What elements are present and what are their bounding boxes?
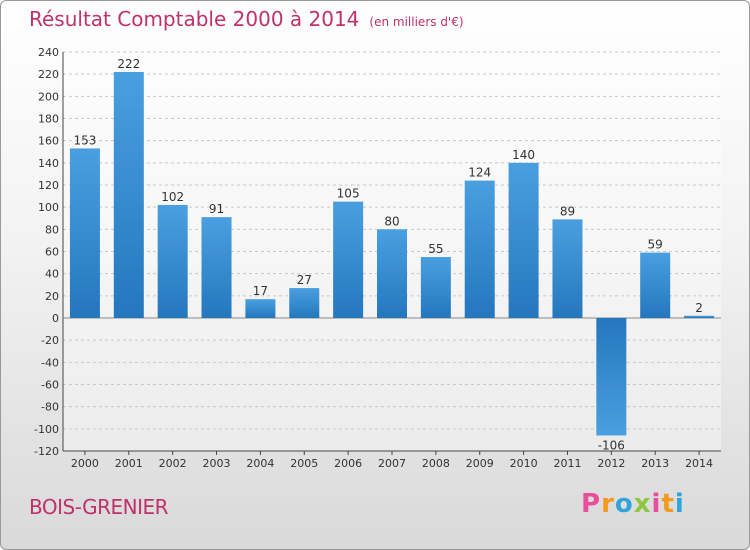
bar [113, 71, 144, 318]
bar [420, 257, 451, 318]
x-tick-label: 2000 [71, 457, 99, 470]
logo-letter: P [581, 489, 602, 519]
chart-title-text: Résultat Comptable 2000 à 2014 [29, 7, 360, 31]
bar [596, 318, 627, 436]
proxiti-logo: Proxiti [581, 489, 685, 519]
y-tick-label: 120 [38, 179, 59, 192]
bar [377, 229, 407, 318]
bar [201, 217, 232, 318]
y-tick-label: -20 [41, 334, 59, 347]
logo-letter: o [614, 489, 634, 519]
logo-letter: i [674, 489, 685, 519]
y-tick-label: 240 [38, 46, 59, 59]
x-tick-label: 2007 [378, 457, 406, 470]
x-tick-label: 2003 [203, 457, 231, 470]
chart-unit-text: (en milliers d'€) [369, 15, 464, 29]
data-label: 105 [337, 187, 360, 201]
bar [508, 162, 539, 318]
y-tick-label: -60 [41, 379, 59, 392]
data-label: 2 [695, 301, 703, 315]
place-name: BOIS-GRENIER [29, 495, 169, 519]
data-label: 55 [428, 242, 443, 256]
data-label: 80 [384, 214, 399, 228]
y-tick-label: -120 [34, 445, 59, 458]
x-tick-label: 2010 [510, 457, 538, 470]
bar [157, 204, 188, 318]
y-tick-label: -100 [34, 423, 59, 436]
data-label: 59 [648, 238, 663, 252]
y-tick-label: 40 [45, 268, 59, 281]
data-label: 91 [209, 202, 224, 216]
logo-letter: t [661, 489, 675, 519]
x-tick-label: 2004 [246, 457, 274, 470]
y-tick-label: 220 [38, 68, 59, 81]
x-tick-label: 2005 [290, 457, 318, 470]
logo-letter: r [601, 489, 615, 519]
x-tick-label: 2013 [641, 457, 669, 470]
data-label: 102 [161, 190, 184, 204]
y-tick-label: 20 [45, 290, 59, 303]
data-label: 17 [253, 284, 268, 298]
bar [69, 148, 100, 318]
y-tick-label: 100 [38, 201, 59, 214]
bar [684, 315, 715, 318]
data-label: -106 [598, 438, 625, 452]
x-tick-label: 2011 [553, 457, 581, 470]
y-tick-label: 180 [38, 113, 59, 126]
bar [464, 180, 495, 318]
y-tick-label: 60 [45, 246, 59, 259]
x-tick-label: 2012 [597, 457, 625, 470]
y-tick-label: -40 [41, 356, 59, 369]
bar [552, 219, 583, 318]
bar [245, 299, 276, 318]
data-label: 140 [512, 148, 535, 162]
data-label: 222 [117, 57, 140, 71]
y-tick-label: 140 [38, 157, 59, 170]
x-tick-label: 2014 [685, 457, 713, 470]
data-label: 27 [297, 273, 312, 287]
x-tick-label: 2006 [334, 457, 362, 470]
x-tick-label: 2001 [115, 457, 143, 470]
data-label: 153 [73, 133, 96, 147]
bar [640, 252, 671, 318]
y-tick-label: 200 [38, 90, 59, 103]
y-tick-label: 0 [52, 312, 59, 325]
x-tick-label: 2008 [422, 457, 450, 470]
logo-letter: i [651, 489, 662, 519]
y-tick-label: 80 [45, 223, 59, 236]
bar [289, 288, 320, 318]
x-tick-label: 2009 [466, 457, 494, 470]
bar [333, 201, 364, 318]
x-tick-label: 2002 [159, 457, 187, 470]
data-label: 89 [560, 204, 575, 218]
logo-letter: x [633, 489, 652, 519]
y-tick-label: -80 [41, 401, 59, 414]
data-label: 124 [468, 166, 491, 180]
y-tick-label: 160 [38, 135, 59, 148]
chart-title: Résultat Comptable 2000 à 2014 (en millie… [29, 7, 464, 31]
